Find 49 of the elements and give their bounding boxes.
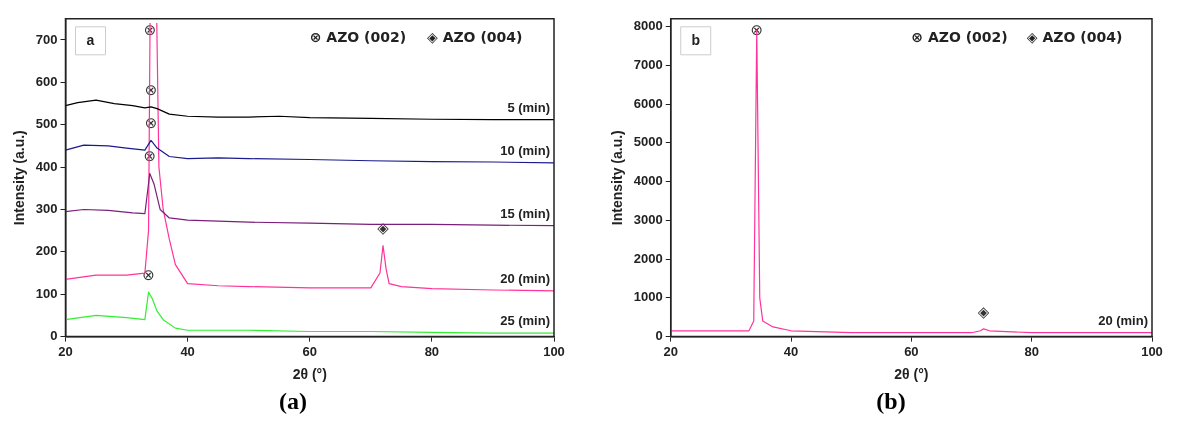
y-tick-label: 3000	[633, 211, 663, 227]
x-tick-label: 40	[783, 343, 799, 359]
y-tick-label: 100	[35, 285, 58, 301]
y-tick-label: 600	[35, 73, 58, 89]
text: (a)	[278, 388, 308, 415]
x-tick-label: 80	[1024, 343, 1039, 359]
y-tick-label: 1000	[633, 289, 663, 305]
series-label: 10 (min)	[500, 142, 550, 158]
x-tick-label: 100	[543, 343, 565, 359]
y-tick-label: 7000	[633, 56, 663, 72]
y-tick-label: 5000	[633, 134, 663, 150]
y-tick-label: 2000	[633, 250, 663, 266]
y-tick-label: 700	[35, 31, 58, 47]
y-tick-label: 8000	[633, 18, 663, 34]
x-tick-label: 20	[663, 343, 678, 359]
annotation: ⊗	[142, 266, 155, 284]
x-tick-label: 100	[1141, 343, 1163, 359]
text: (b)	[875, 388, 907, 415]
y-tick-label: 0	[50, 328, 58, 344]
series-label: 15 (min)	[500, 205, 550, 221]
annotation: ◈ AZO (004)	[426, 29, 523, 46]
y-axis-title: Intensity (a.u.)	[11, 130, 28, 226]
x-tick-label: 60	[302, 343, 317, 359]
y-axis-title: Intensity (a.u.)	[609, 130, 626, 226]
annotation: b	[691, 31, 700, 48]
x-tick-label: 20	[58, 343, 73, 359]
annotation: ⊗ AZO (002)	[309, 29, 407, 46]
annotation: ⊗ AZO (002)	[911, 29, 1008, 46]
y-tick-label: 0	[655, 328, 663, 344]
series-label: 5 (min)	[507, 99, 550, 115]
y-tick-label: 4000	[633, 173, 663, 189]
annotation: ⊗	[750, 20, 764, 39]
annotation: ◈	[977, 302, 990, 321]
y-tick-label: 400	[35, 158, 58, 174]
series-label: 20 (min)	[1098, 312, 1148, 328]
x-tick-label: 60	[904, 343, 919, 359]
y-tick-label: 200	[35, 243, 58, 259]
annotation: ◈	[377, 219, 390, 238]
x-tick-label: 40	[180, 343, 195, 359]
series-label: 25 (min)	[500, 313, 550, 329]
x-axis-title: 2θ (°)	[894, 366, 929, 383]
annotation: ◈ AZO (004)	[1026, 29, 1123, 46]
x-axis-title: 2θ (°)	[292, 366, 327, 383]
annotation: a	[86, 31, 95, 48]
y-tick-label: 300	[35, 201, 58, 217]
y-tick-label: 500	[35, 116, 58, 132]
series-label: 20 (min)	[500, 270, 550, 286]
x-tick-label: 80	[424, 343, 440, 359]
y-tick-label: 6000	[633, 95, 663, 111]
